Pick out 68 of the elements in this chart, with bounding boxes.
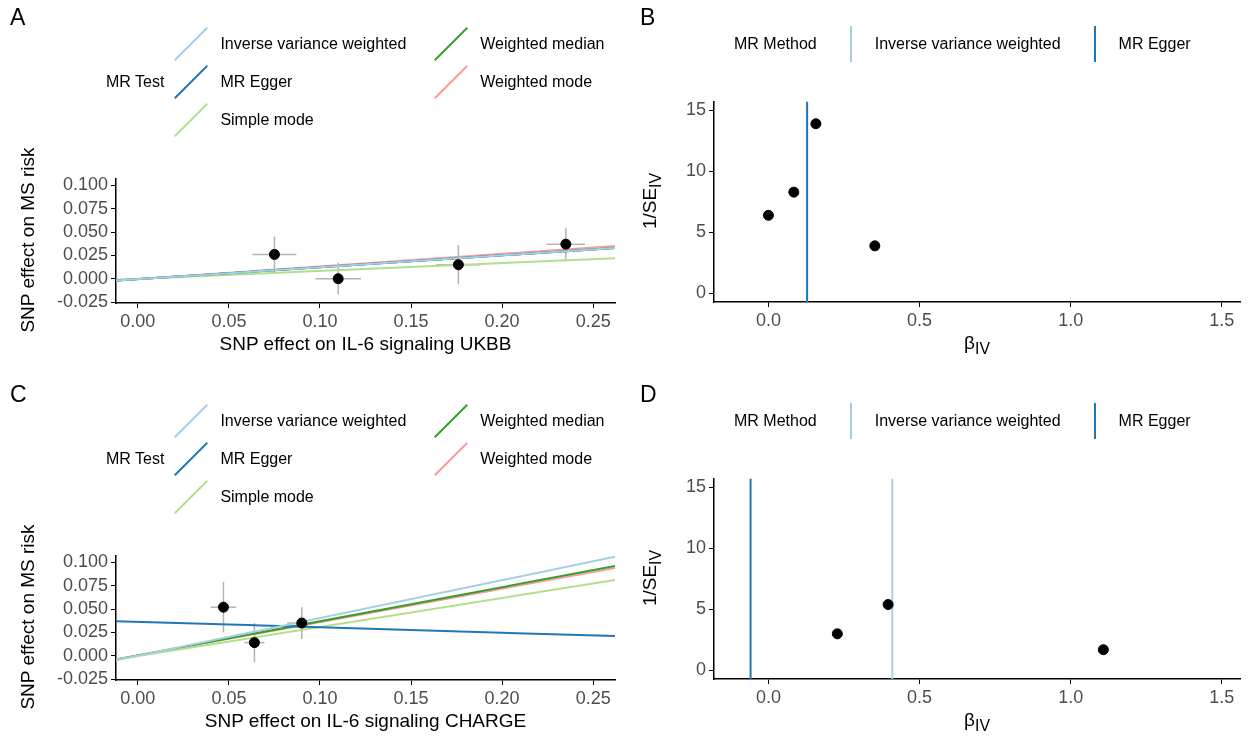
- x-tick-label: 0.10: [302, 687, 338, 708]
- chart-title: A: [10, 4, 26, 31]
- legend-title: MR Test: [106, 450, 165, 468]
- x-tick-label: 0.20: [484, 310, 520, 331]
- y-tick-label: 0.100: [62, 551, 108, 572]
- y-tick-label: 5: [695, 598, 706, 619]
- x-tick-label: 1.0: [1058, 686, 1084, 707]
- chart-title: D: [640, 381, 657, 408]
- legend-title: MR Method: [734, 412, 817, 430]
- y-tick-label: 0.000: [62, 267, 108, 288]
- y-tick-label: -0.025: [56, 291, 108, 312]
- y-tick-label: 15: [685, 99, 706, 120]
- y-tick-label: 0.075: [62, 197, 108, 218]
- x-axis-title: β$_{IV}$: [964, 709, 990, 735]
- x-tick-label: 0.00: [120, 310, 156, 331]
- y-tick-label: 0.000: [62, 644, 108, 665]
- x-tick-label: 0.15: [393, 687, 429, 708]
- y-tick-label: 0.050: [62, 598, 108, 618]
- x-axis-title: SNP effect on IL-6 signaling CHARGE: [204, 710, 527, 732]
- y-axis-title: SNP effect on MS risk: [17, 523, 39, 710]
- legend-label: Inverse variance weighted: [874, 35, 1061, 53]
- legend-title: MR Method: [734, 35, 817, 53]
- y-tick-label: 0: [695, 282, 706, 303]
- legend-label: Inverse variance weighted: [220, 412, 407, 430]
- x-tick-label: 0.0: [755, 309, 781, 330]
- x-tick-label: 1.5: [1209, 309, 1235, 330]
- x-tick-label: 1.0: [1058, 309, 1084, 330]
- x-tick-label: 0.05: [211, 310, 247, 331]
- legend-label: MR Egger: [1118, 35, 1191, 53]
- y-tick-label: 0.050: [62, 221, 108, 241]
- legend-label: MR Egger: [220, 450, 293, 468]
- y-tick-label: 0: [695, 659, 706, 680]
- x-axis-title: β$_{IV}$: [964, 332, 990, 358]
- y-tick-label: 0.100: [62, 174, 108, 195]
- x-tick-label: 0.05: [211, 687, 247, 708]
- y-tick-label: 10: [685, 160, 706, 181]
- legend-label: Inverse variance weighted: [220, 35, 407, 53]
- chart-title: C: [10, 381, 27, 408]
- y-tick-label: 5: [695, 221, 706, 242]
- y-tick-label: 15: [685, 476, 706, 497]
- y-tick-label: 0.025: [62, 621, 108, 642]
- x-tick-label: 0.10: [302, 310, 338, 331]
- x-axis-title: SNP effect on IL-6 signaling UKBB: [219, 333, 512, 355]
- x-tick-label: 0.20: [484, 687, 520, 708]
- y-tick-label: 10: [685, 537, 706, 558]
- legend-label: MR Egger: [220, 73, 293, 91]
- y-tick-label: -0.025: [56, 668, 108, 689]
- legend-label: Weighted mode: [480, 73, 593, 91]
- x-tick-label: 0.5: [907, 686, 933, 707]
- legend-label: MR Egger: [1118, 412, 1191, 430]
- x-tick-label: 0.15: [393, 310, 429, 331]
- legend-label: Weighted mode: [480, 450, 593, 468]
- legend-label: Weighted median: [480, 35, 605, 53]
- y-axis-title: SNP effect on MS risk: [17, 146, 39, 333]
- x-tick-label: 0.0: [755, 686, 781, 707]
- x-tick-label: 0.5: [907, 309, 933, 330]
- legend-label: Simple mode: [220, 488, 314, 506]
- x-tick-label: 0.25: [575, 687, 611, 708]
- x-tick-label: 1.5: [1209, 686, 1235, 707]
- legend-title: MR Test: [106, 73, 165, 91]
- x-tick-label: 0.00: [120, 687, 156, 708]
- y-tick-label: 0.025: [62, 244, 108, 265]
- chart-title: B: [640, 4, 656, 31]
- x-tick-label: 0.25: [575, 310, 611, 331]
- y-tick-label: 0.075: [62, 574, 108, 595]
- legend-label: Simple mode: [220, 111, 314, 129]
- legend-label: Weighted median: [480, 412, 605, 430]
- legend-label: Inverse variance weighted: [874, 412, 1061, 430]
